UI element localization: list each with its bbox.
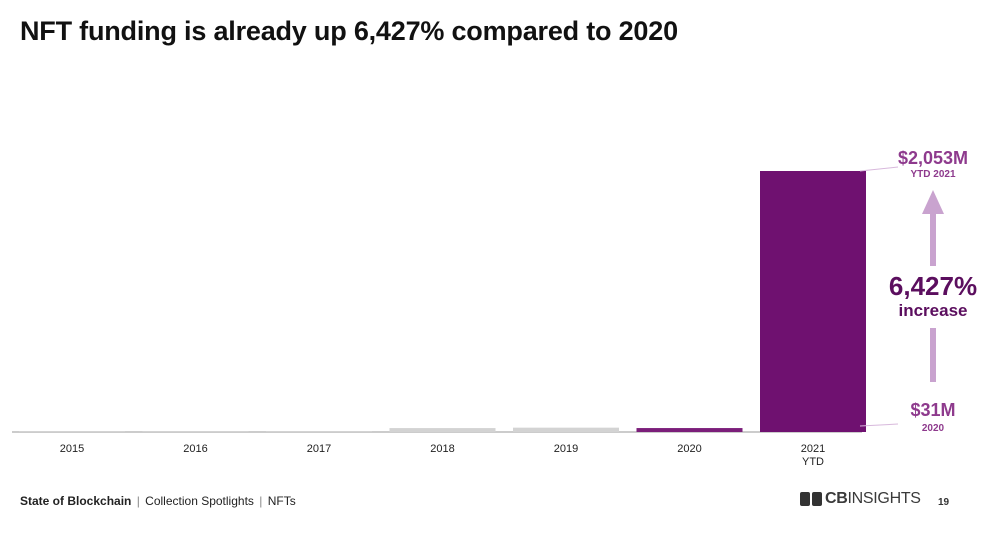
bar-6 xyxy=(760,171,866,432)
cbinsights-logo: CB INSIGHTS xyxy=(800,490,921,508)
page-title: NFT funding is already up 6,427% compare… xyxy=(20,16,678,46)
footer-separator: | xyxy=(259,494,263,508)
footer-crumb-nfts: NFTs xyxy=(267,494,296,508)
bar-2 xyxy=(266,431,372,432)
bar-5 xyxy=(636,428,743,432)
footer-separator: | xyxy=(136,494,140,508)
bar-0 xyxy=(19,431,125,432)
x-tick-label: 2017 xyxy=(307,443,331,455)
page-number: 19 xyxy=(938,497,950,508)
bottom-leader-line xyxy=(859,423,899,427)
arrow-shaft-top xyxy=(930,214,936,266)
cbinsights-logo-icon xyxy=(800,492,822,506)
increase-percentage: 6,427% xyxy=(889,271,977,301)
footer-breadcrumb: State of Blockchain | Collection Spotlig… xyxy=(20,494,296,508)
x-tick-label: 2018 xyxy=(430,443,454,455)
increase-label: increase xyxy=(899,301,968,320)
bottom-period-label: 2020 xyxy=(922,423,945,434)
top-leader-line xyxy=(859,166,899,172)
arrow-up-icon xyxy=(922,190,944,214)
bottom-value-label: $31M xyxy=(910,400,955,420)
x-tick-label: YTD xyxy=(802,456,824,468)
x-tick-label: 2019 xyxy=(554,443,578,455)
x-tick-label: 2015 xyxy=(60,443,84,455)
footer-crumb-collection: Collection Spotlights xyxy=(145,494,254,508)
x-tick-label: 2021 xyxy=(801,443,825,455)
top-value-label: $2,053M xyxy=(898,148,968,168)
bar-4 xyxy=(513,427,619,432)
top-period-label: YTD 2021 xyxy=(910,169,955,180)
x-tick-label: 2020 xyxy=(677,443,701,455)
arrow-shaft-bottom xyxy=(930,328,936,382)
bar-3 xyxy=(389,428,496,432)
bar-1 xyxy=(142,431,249,432)
x-tick-label: 2016 xyxy=(183,443,207,455)
logo-text: INSIGHTS xyxy=(847,490,921,507)
footer-section: State of Blockchain xyxy=(20,494,132,508)
logo-text-bold: CB xyxy=(825,490,848,507)
